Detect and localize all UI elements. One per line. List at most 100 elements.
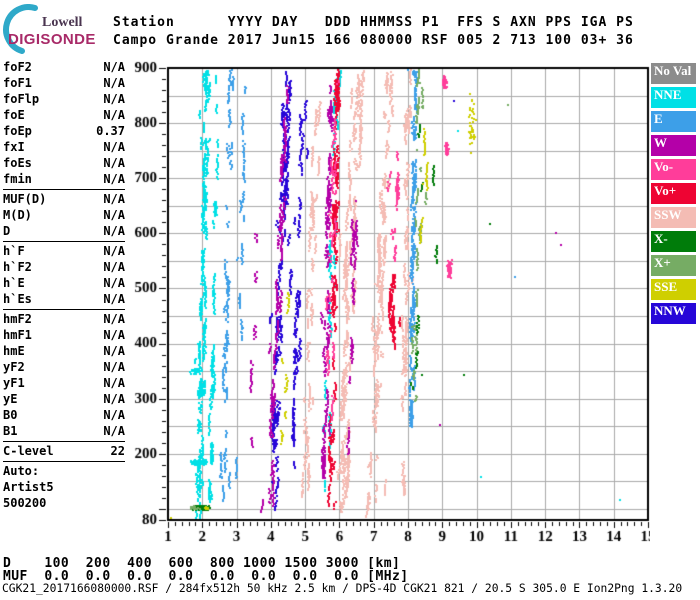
separator-line (3, 441, 125, 442)
param-row: hmE N/A (3, 343, 125, 359)
param-value: 22 (110, 444, 125, 458)
param-row: MUF(D) N/A (3, 191, 125, 207)
param-row: yF2 N/A (3, 359, 125, 375)
param-label: foEs (3, 156, 32, 170)
param-row: foF1 N/A (3, 75, 125, 91)
param-row: foEp 0.37 (3, 123, 125, 139)
param-row: h`F2 N/A (3, 259, 125, 275)
legend-item: X- (651, 231, 696, 252)
ionogram-plot (130, 55, 650, 552)
param-row: M(D) N/A (3, 207, 125, 223)
param-label: yF1 (3, 376, 25, 390)
param-label: h`E (3, 276, 25, 290)
param-label: B1 (3, 424, 18, 438)
header-field-names: Station YYYY DAY DDD HHMMSS P1 FFS S AXN… (113, 15, 634, 30)
param-label: hmF1 (3, 328, 32, 342)
d-distance-row: D 100 200 400 600 800 1000 1500 3000 [km… (3, 556, 401, 571)
param-value: N/A (103, 408, 125, 422)
legend-item: W (651, 135, 696, 156)
param-value: N/A (103, 424, 125, 438)
logo-lowell-text: Lowell (42, 15, 83, 30)
param-value: N/A (103, 92, 125, 106)
param-row: foFlp N/A (3, 91, 125, 107)
param-label: h`F (3, 244, 25, 258)
legend-item: NNW (651, 303, 696, 324)
logo-digisonde-text: DIGISONDE (8, 31, 96, 48)
param-label: C-level (3, 444, 54, 458)
param-label: MUF(D) (3, 192, 47, 206)
param-row: hmF1 N/A (3, 327, 125, 343)
status-line: CGK21_2017166080000.RSF / 284fx512h 50 k… (2, 582, 683, 595)
param-value: N/A (103, 224, 125, 238)
param-row: h`F N/A (3, 243, 125, 259)
param-value: N/A (103, 312, 125, 326)
autoscaler-info-line: 500200 (3, 496, 47, 510)
param-value: N/A (103, 60, 125, 74)
param-label: foE (3, 108, 25, 122)
separator-line (3, 241, 125, 242)
lowell-digisonde-logo: Lowell DIGISONDE (2, 4, 114, 54)
param-label: yF2 (3, 360, 25, 374)
legend-item: No Val (651, 63, 696, 84)
param-value: N/A (103, 244, 125, 258)
param-label: foF1 (3, 76, 32, 90)
legend-item: X+ (651, 255, 696, 276)
param-row: hmF2 N/A (3, 311, 125, 327)
param-row: yF1 N/A (3, 375, 125, 391)
param-label: foF2 (3, 60, 32, 74)
param-label: hmF2 (3, 312, 32, 326)
param-value: N/A (103, 108, 125, 122)
param-value: N/A (103, 276, 125, 290)
param-label: B0 (3, 408, 18, 422)
separator-line (3, 189, 125, 190)
param-row: h`Es N/A (3, 291, 125, 307)
param-label: yE (3, 392, 18, 406)
param-value: N/A (103, 344, 125, 358)
param-label: hmE (3, 344, 25, 358)
param-row: yE N/A (3, 391, 125, 407)
param-row: B0 N/A (3, 407, 125, 423)
param-value: N/A (103, 376, 125, 390)
param-value: N/A (103, 192, 125, 206)
separator-line (3, 461, 125, 462)
legend-item: E (651, 111, 696, 132)
param-value: N/A (103, 208, 125, 222)
param-label: M(D) (3, 208, 32, 222)
parameter-panel: foF2 N/A foF1 N/A foFlp N/A foE N/A foEp 0.37 fxI N… (3, 59, 125, 511)
param-value: N/A (103, 172, 125, 186)
legend-item: SSE (651, 279, 696, 300)
header-field-values: Campo Grande 2017 Jun15 166 080000 RSF 0… (113, 33, 634, 48)
param-label: fmin (3, 172, 32, 186)
param-value: N/A (103, 292, 125, 306)
param-row: fxI N/A (3, 139, 125, 155)
legend-item: Vo- (651, 159, 696, 180)
legend-item: NNE (651, 87, 696, 108)
param-row: foEs N/A (3, 155, 125, 171)
param-value: N/A (103, 140, 125, 154)
legend-item: Vo+ (651, 183, 696, 204)
param-label: h`F2 (3, 260, 32, 274)
param-row: fmin N/A (3, 171, 125, 187)
param-row: h`E N/A (3, 275, 125, 291)
param-value: N/A (103, 328, 125, 342)
muf-row: MUF 0.0 0.0 0.0 0.0 0.0 0.0 0.0 0.0 [MHz… (3, 569, 409, 584)
autoscaler-info-line: Auto: (3, 464, 40, 478)
param-value: N/A (103, 76, 125, 90)
param-row: foF2 N/A (3, 59, 125, 75)
param-value: N/A (103, 260, 125, 274)
separator-line (3, 309, 125, 310)
param-label: foEp (3, 124, 32, 138)
param-value: 0.37 (96, 124, 125, 138)
param-value: N/A (103, 392, 125, 406)
legend-item: SSW (651, 207, 696, 228)
param-row: B1 N/A (3, 423, 125, 439)
param-label: fxI (3, 140, 25, 154)
param-row: foE N/A (3, 107, 125, 123)
param-label: D (3, 224, 11, 238)
param-label: h`Es (3, 292, 32, 306)
doppler-direction-legend: No Val NNE E W Vo- Vo+ SSW X- X+ SSE NNW (651, 63, 696, 327)
param-row: C-level 22 (3, 443, 125, 459)
autoscaler-info-line: Artist5 (3, 480, 54, 494)
logo-arc-icon (3, 4, 38, 54)
